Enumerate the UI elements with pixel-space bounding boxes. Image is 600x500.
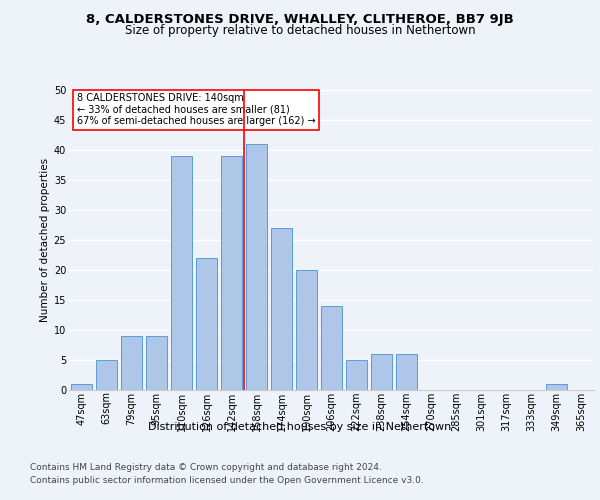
Y-axis label: Number of detached properties: Number of detached properties (40, 158, 50, 322)
Bar (296, 270, 317, 390)
Bar (171, 156, 192, 390)
Text: Size of property relative to detached houses in Nethertown: Size of property relative to detached ho… (125, 24, 475, 37)
Bar (146, 336, 167, 390)
Text: Contains public sector information licensed under the Open Government Licence v3: Contains public sector information licen… (30, 476, 424, 485)
Text: Distribution of detached houses by size in Nethertown: Distribution of detached houses by size … (148, 422, 452, 432)
Bar (346, 360, 367, 390)
Bar (71, 384, 92, 390)
Bar (371, 354, 392, 390)
Text: 8, CALDERSTONES DRIVE, WHALLEY, CLITHEROE, BB7 9JB: 8, CALDERSTONES DRIVE, WHALLEY, CLITHERO… (86, 12, 514, 26)
Bar (221, 156, 242, 390)
Bar (546, 384, 567, 390)
Bar (271, 228, 292, 390)
Bar (96, 360, 117, 390)
Bar (121, 336, 142, 390)
Bar (246, 144, 267, 390)
Text: 8 CALDERSTONES DRIVE: 140sqm
← 33% of detached houses are smaller (81)
67% of se: 8 CALDERSTONES DRIVE: 140sqm ← 33% of de… (77, 93, 316, 126)
Bar (196, 258, 217, 390)
Text: Contains HM Land Registry data © Crown copyright and database right 2024.: Contains HM Land Registry data © Crown c… (30, 462, 382, 471)
Bar (396, 354, 417, 390)
Bar (321, 306, 342, 390)
